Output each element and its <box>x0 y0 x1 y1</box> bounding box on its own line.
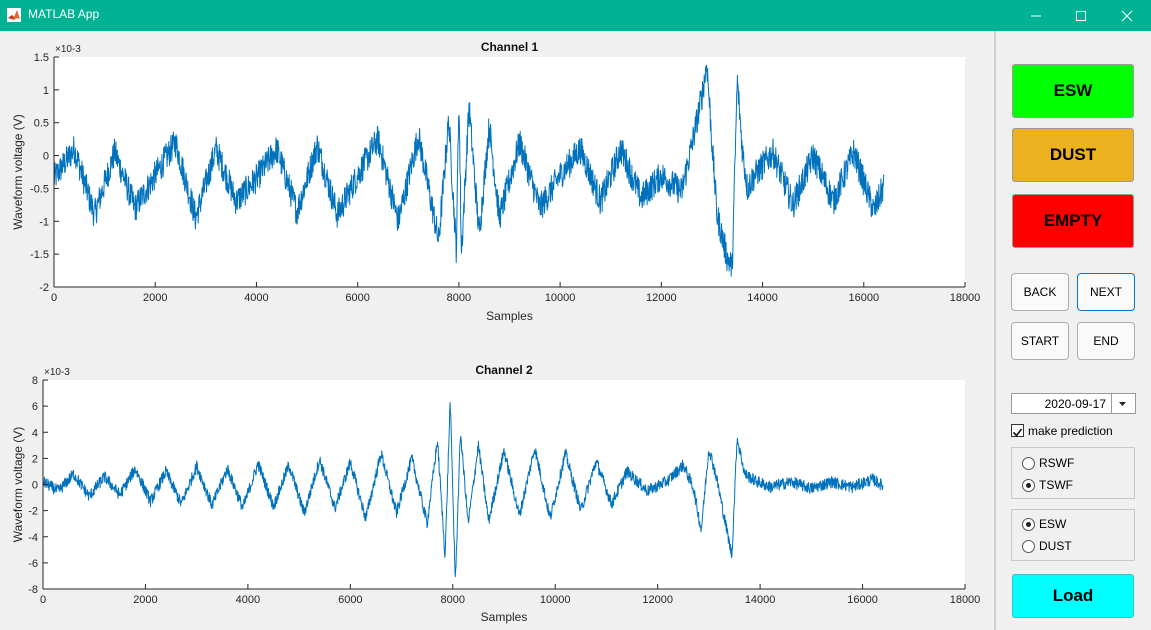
chart2-x-tick-label: 18000 <box>950 594 981 606</box>
chart2-y-tick-label: -4 <box>28 532 38 544</box>
window-title: MATLAB App <box>28 7 100 21</box>
chart2-y-tick-label: 4 <box>32 427 38 439</box>
empty-button[interactable]: EMPTY <box>1012 194 1134 248</box>
chart1-y-tick-label: 1.5 <box>34 52 49 64</box>
chart2-y-tick-label: -8 <box>28 584 38 596</box>
chart1-x-tick-label: 8000 <box>447 292 471 304</box>
radio-rswf-label: RSWF <box>1039 456 1075 470</box>
maximize-icon <box>1076 11 1086 21</box>
chart2-x-tick-label: 4000 <box>236 594 260 606</box>
chart1-y-tick-label: -1 <box>39 216 49 228</box>
chart2-x-tick-label: 2000 <box>133 594 157 606</box>
chart2-y-tick-label: 0 <box>32 480 38 492</box>
radio-esw[interactable] <box>1022 518 1035 531</box>
esw-button[interactable]: ESW <box>1012 64 1134 118</box>
chart1-x-tick-label: 16000 <box>848 292 879 304</box>
make-prediction-label: make prediction <box>1028 424 1113 438</box>
chart2-y-exponent: ×10-3 <box>44 367 70 378</box>
chart1-y-tick-label: 1 <box>43 85 49 97</box>
end-button[interactable]: END <box>1077 322 1135 360</box>
chart1-y-tick-label: -2 <box>39 282 49 294</box>
chart1-y-tick-label: 0 <box>43 151 49 163</box>
close-button[interactable] <box>1104 0 1150 31</box>
radio-esw-label: ESW <box>1039 517 1067 531</box>
chart1-series-line <box>53 64 885 277</box>
chart2-y-label: Waveform voltage (V) <box>11 427 25 543</box>
chart1-x-label: Samples <box>486 309 533 323</box>
next-button[interactable]: NEXT <box>1077 273 1135 311</box>
chart1-x-tick-label: 10000 <box>545 292 576 304</box>
chart1-x-tick-label: 6000 <box>345 292 369 304</box>
panel-divider <box>994 31 996 630</box>
chart2-y-tick-label: 8 <box>32 375 38 387</box>
date-dropdown-button[interactable] <box>1112 393 1136 414</box>
title-bar: MATLAB App <box>0 0 1151 31</box>
minimize-icon <box>1031 15 1041 17</box>
start-button[interactable]: START <box>1011 322 1069 360</box>
chart1-x-tick-label: 2000 <box>143 292 167 304</box>
chart1-x-tick-label: 18000 <box>950 292 981 304</box>
chart1-title: Channel 1 <box>481 40 539 54</box>
chart2-y-tick-label: 6 <box>32 401 38 413</box>
chart2-x-tick-label: 0 <box>40 594 46 606</box>
chart2-x-tick-label: 10000 <box>540 594 571 606</box>
chart1-y-tick-label: -1.5 <box>30 249 49 261</box>
chevron-down-icon <box>1119 402 1126 406</box>
chart1-y-exponent: ×10-3 <box>55 44 81 55</box>
radio-rswf[interactable] <box>1022 457 1035 470</box>
chart2-title: Channel 2 <box>475 363 533 377</box>
radio-tswf-label: TSWF <box>1039 478 1073 492</box>
chart1-y-tick-label: 0.5 <box>34 118 49 130</box>
chart2-x-tick-label: 12000 <box>642 594 673 606</box>
chart2-x-tick-label: 6000 <box>338 594 362 606</box>
chart1-x-tick-label: 14000 <box>747 292 778 304</box>
dust-button[interactable]: DUST <box>1012 128 1134 182</box>
close-icon <box>1121 10 1133 22</box>
minimize-button[interactable] <box>1013 0 1059 31</box>
waveform-type-group <box>1011 447 1135 499</box>
chart2-x-tick-label: 8000 <box>441 594 465 606</box>
chart1-y-tick-label: -0.5 <box>30 183 49 195</box>
chart2-series-line <box>42 402 884 578</box>
back-button[interactable]: BACK <box>1011 273 1069 311</box>
chart2-x-tick-label: 16000 <box>847 594 878 606</box>
load-button[interactable]: Load <box>1012 574 1134 618</box>
chart1-x-tick-label: 12000 <box>646 292 677 304</box>
radio-dust[interactable] <box>1022 540 1035 553</box>
chart1-x-tick-label: 0 <box>51 292 57 304</box>
chart2-x-tick-label: 14000 <box>745 594 776 606</box>
radio-dust-label: DUST <box>1039 539 1072 553</box>
class-type-group <box>1011 509 1135 561</box>
chart1-axes-background <box>54 57 965 287</box>
chart2-y-tick-label: -6 <box>28 558 38 570</box>
plot-area: 0 2000 4000 6000 8000 10000 12000 14000 16000 180… <box>11 40 981 624</box>
chart1-x-tick-label: 4000 <box>244 292 268 304</box>
maximize-button[interactable] <box>1058 0 1104 31</box>
chart2-y-tick-label: 2 <box>32 453 38 465</box>
chart1-y-label: Waveform voltage (V) <box>11 114 25 230</box>
checkmark-icon <box>1012 428 1023 437</box>
chart2-x-label: Samples <box>481 610 528 624</box>
date-field[interactable]: 2020-09-17 <box>1011 393 1112 414</box>
chart2-y-tick-label: -2 <box>28 506 38 518</box>
radio-tswf[interactable] <box>1022 479 1035 492</box>
matlab-icon <box>7 8 21 22</box>
make-prediction-checkbox[interactable] <box>1011 424 1024 437</box>
